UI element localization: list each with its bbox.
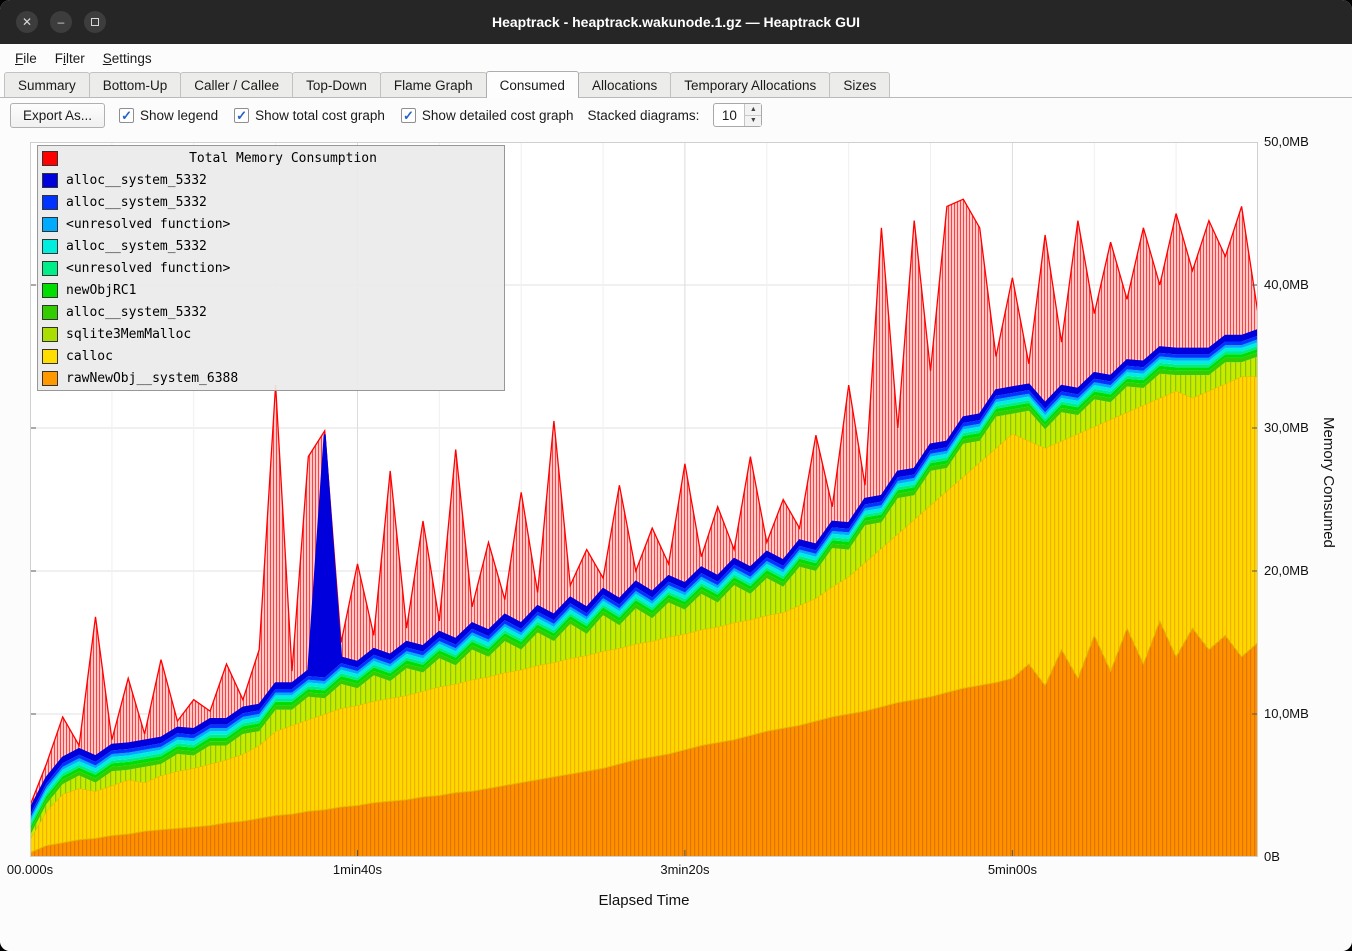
legend-swatch — [42, 195, 58, 210]
legend-label: rawNewObj__system_6388 — [66, 371, 238, 386]
checkbox-label: Show detailed cost graph — [422, 108, 574, 123]
checkbox-icon[interactable]: ✓ — [119, 108, 134, 123]
legend-swatch — [42, 371, 58, 386]
total-memory-swatch — [42, 151, 58, 166]
tab-flame-graph[interactable]: Flame Graph — [380, 72, 487, 97]
spin-buttons: ▲ ▼ — [744, 104, 761, 126]
stacked-diagrams-value[interactable]: 10 — [714, 104, 744, 126]
checkbox-label: Show legend — [140, 108, 218, 123]
checkbox-icon[interactable]: ✓ — [401, 108, 416, 123]
maximize-button[interactable] — [84, 11, 106, 33]
minimize-icon: – — [58, 15, 65, 29]
tab-temporary-allocations[interactable]: Temporary Allocations — [670, 72, 830, 97]
x-axis-title: Elapsed Time — [30, 892, 1258, 909]
legend-label: <unresolved function> — [66, 261, 230, 276]
legend-item-sqlite3memmalloc: sqlite3MemMalloc — [38, 323, 504, 345]
checkbox-icon[interactable]: ✓ — [234, 108, 249, 123]
spin-up-icon[interactable]: ▲ — [745, 104, 761, 116]
x-tick-label: 5min00s — [988, 862, 1037, 877]
legend-item-alloc-system-5332: alloc__system_5332 — [38, 301, 504, 323]
toolbar: Export As... ✓ Show legend ✓ Show total cos… — [0, 98, 1352, 132]
legend-label: alloc__system_5332 — [66, 239, 207, 254]
legend-item-alloc-system-5332: alloc__system_5332 — [38, 191, 504, 213]
export-as-button[interactable]: Export As... — [10, 103, 105, 128]
x-tick-label: 3min20s — [660, 862, 709, 877]
checkbox-show-detailed-cost-graph[interactable]: ✓ Show detailed cost graph — [401, 108, 574, 123]
tab-consumed[interactable]: Consumed — [486, 71, 579, 98]
legend-swatch — [42, 305, 58, 320]
close-icon: ✕ — [22, 15, 32, 29]
close-button[interactable]: ✕ — [16, 11, 38, 33]
legend-label: newObjRC1 — [66, 283, 136, 298]
menu-file[interactable]: File — [6, 47, 46, 70]
tab-top-down[interactable]: Top-Down — [292, 72, 381, 97]
tab-bar: SummaryBottom-UpCaller / CalleeTop-DownF… — [0, 72, 1352, 98]
legend-label: alloc__system_5332 — [66, 173, 207, 188]
legend-item-unresolved-function: <unresolved function> — [38, 213, 504, 235]
stacked-diagrams-spinbox[interactable]: 10 ▲ ▼ — [713, 103, 762, 127]
spin-down-icon[interactable]: ▼ — [745, 116, 761, 127]
legend-title-row: Total Memory Consumption — [38, 147, 504, 169]
y-tick-label: 20,0MB — [1264, 563, 1309, 578]
x-tick-label: 1min40s — [333, 862, 382, 877]
window-title: Heaptrack - heaptrack.wakunode.1.gz — He… — [0, 14, 1352, 30]
legend-item-alloc-system-5332: alloc__system_5332 — [38, 235, 504, 257]
legend-swatch — [42, 327, 58, 342]
legend-swatch — [42, 173, 58, 188]
y-tick-label: 40,0MB — [1264, 277, 1309, 292]
legend-swatch — [42, 239, 58, 254]
tab-caller-callee[interactable]: Caller / Callee — [180, 72, 293, 97]
toolbar-checkboxes: ✓ Show legend ✓ Show total cost graph ✓ Show … — [119, 108, 574, 123]
minimize-button[interactable]: – — [50, 11, 72, 33]
y-tick-label: 0B — [1264, 849, 1280, 864]
legend-item-newobjrc1: newObjRC1 — [38, 279, 504, 301]
legend-title: Total Memory Consumption — [66, 151, 500, 166]
titlebar[interactable]: ✕ – Heaptrack - heaptrack.wakunode.1.gz … — [0, 0, 1352, 44]
menubar: FileFilterSettings — [0, 44, 1352, 72]
legend-swatch — [42, 217, 58, 232]
checkbox-show-legend[interactable]: ✓ Show legend — [119, 108, 218, 123]
checkbox-label: Show total cost graph — [255, 108, 385, 123]
y-tick-label: 50,0MB — [1264, 134, 1309, 149]
legend-swatch — [42, 283, 58, 298]
y-tick-label: 30,0MB — [1264, 420, 1309, 435]
legend-swatch — [42, 261, 58, 276]
checkbox-show-total-cost-graph[interactable]: ✓ Show total cost graph — [234, 108, 385, 123]
menu-settings[interactable]: Settings — [94, 47, 161, 70]
x-tick-label: 00.000s — [7, 862, 53, 877]
legend-item-calloc: calloc — [38, 345, 504, 367]
accelerator: i — [63, 51, 66, 66]
legend-label: <unresolved function> — [66, 217, 230, 232]
tab-allocations[interactable]: Allocations — [578, 72, 671, 97]
accelerator: F — [15, 51, 23, 66]
accelerator: S — [103, 51, 112, 66]
tab-sizes[interactable]: Sizes — [829, 72, 890, 97]
tab-summary[interactable]: Summary — [4, 72, 90, 97]
stacked-diagrams-label: Stacked diagrams: — [588, 108, 700, 123]
legend-swatch — [42, 349, 58, 364]
maximize-icon — [91, 18, 99, 26]
menu-filter[interactable]: Filter — [46, 47, 94, 70]
legend-label: alloc__system_5332 — [66, 195, 207, 210]
y-axis-title: Memory Consumed — [1320, 417, 1337, 548]
chart-area: 0B 10,0MB 20,0MB 30,0MB 40,0MB 50,0MB 00.000s… — [0, 132, 1352, 951]
legend-item-alloc-system-5332: alloc__system_5332 — [38, 169, 504, 191]
legend-label: sqlite3MemMalloc — [66, 327, 191, 342]
chart-legend: Total Memory Consumption alloc__system_5… — [37, 145, 505, 391]
y-tick-label: 10,0MB — [1264, 706, 1309, 721]
legend-item-unresolved-function: <unresolved function> — [38, 257, 504, 279]
legend-item-rawnewobj-system-6388: rawNewObj__system_6388 — [38, 367, 504, 389]
tab-bottom-up[interactable]: Bottom-Up — [89, 72, 182, 97]
legend-label: calloc — [66, 349, 113, 364]
heaptrack-window: ✕ – Heaptrack - heaptrack.wakunode.1.gz … — [0, 0, 1352, 951]
legend-label: alloc__system_5332 — [66, 305, 207, 320]
